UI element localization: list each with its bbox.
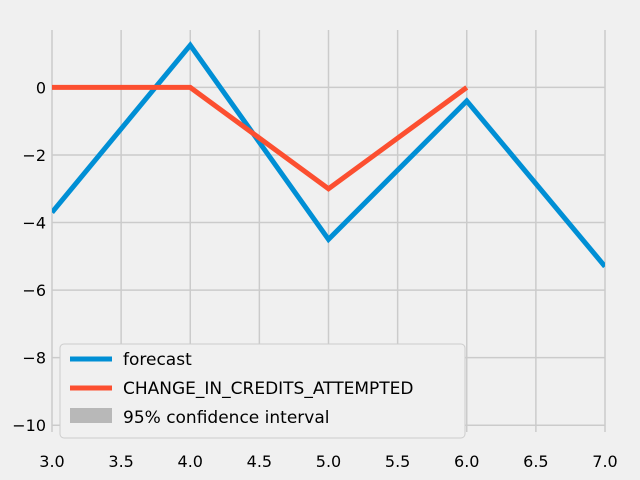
y-tick-label: −10 (12, 416, 46, 435)
legend-label-confidence-interval: 95% confidence interval (123, 408, 329, 428)
y-tick-label: 0 (36, 78, 46, 97)
x-tick-label: 4.0 (178, 452, 203, 471)
legend-swatch-confidence-interval (70, 408, 112, 423)
x-tick-label: 5.5 (385, 452, 410, 471)
legend-label-forecast: forecast (123, 350, 192, 370)
x-tick-label: 5.0 (316, 452, 341, 471)
series-line-forecast (52, 41, 605, 269)
legend-label-change-in-credits-attempted: CHANGE_IN_CREDITS_ATTEMPTED (123, 379, 414, 399)
y-tick-label: −8 (22, 349, 46, 368)
x-tick-label: 6.0 (454, 452, 479, 471)
x-tick-label: 3.5 (108, 452, 133, 471)
x-tick-label: 3.0 (39, 452, 64, 471)
series-line-change-in-credits-attempted (52, 84, 469, 192)
y-tick-label: −2 (22, 146, 46, 165)
y-tick-label: −4 (22, 214, 46, 233)
x-tick-label: 6.5 (523, 452, 548, 471)
y-tick-label: −6 (22, 281, 46, 300)
legend-box (59, 343, 466, 439)
x-tick-labels: 3.0 3.5 4.0 4.5 5.0 5.5 6.0 6.5 7.0 (39, 452, 617, 471)
legend: forecast CHANGE_IN_CREDITS_ATTEMPTED 95%… (59, 343, 466, 439)
series-lines (52, 41, 605, 269)
x-tick-label: 4.5 (247, 452, 272, 471)
x-tick-label: 7.0 (592, 452, 617, 471)
y-tick-labels: 0 −2 −4 −6 −8 −10 (12, 78, 46, 435)
